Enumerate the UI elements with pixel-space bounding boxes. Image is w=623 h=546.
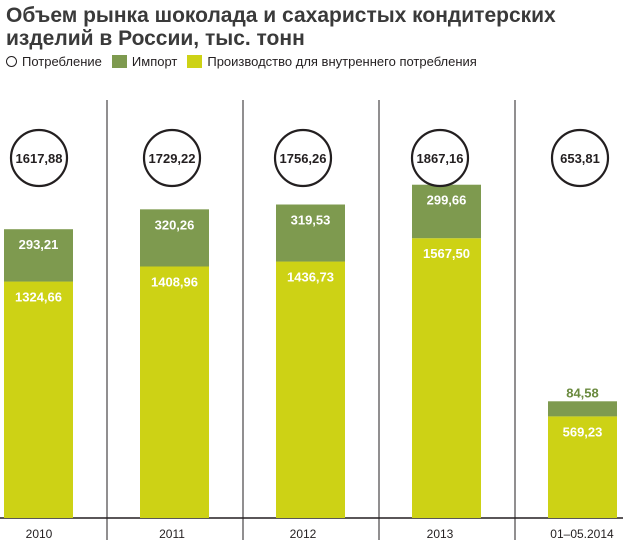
category-label: 01–05.2014: [550, 527, 614, 541]
label-production: 1567,50: [423, 246, 470, 261]
label-production: 1324,66: [15, 290, 62, 305]
legend-circle-icon: [6, 56, 17, 67]
label-import: 293,21: [19, 237, 59, 252]
label-total: 1756,26: [280, 151, 327, 166]
legend-item-production: Производство для внутреннего потребления: [187, 54, 477, 69]
bar-import: [276, 204, 345, 262]
total-circle: [273, 128, 333, 188]
label-production: 1408,96: [151, 275, 198, 290]
label-import: 320,26: [155, 217, 195, 232]
bar-import: [412, 184, 481, 239]
label-total: 1617,88: [16, 151, 63, 166]
category-label: 2013: [427, 527, 454, 541]
label-import: 84,58: [566, 385, 599, 400]
chart-title: Объем рынка шоколада и сахаристых кондит…: [6, 4, 556, 50]
category-label: 2010: [26, 527, 53, 541]
label-production: 1436,73: [287, 270, 334, 285]
label-import: 299,66: [427, 193, 467, 208]
total-circle: [142, 128, 202, 188]
bar-production: [412, 238, 481, 519]
total-circle: [410, 128, 470, 188]
bar-import: [548, 401, 617, 417]
chart-legend: Потребление Импорт Производство для внут…: [6, 54, 487, 69]
legend-item-consumption: Потребление: [6, 54, 102, 69]
bar-import: [4, 229, 73, 282]
category-label: 2012: [290, 527, 317, 541]
total-circle: [550, 128, 610, 188]
bar-production: [548, 416, 617, 518]
label-total: 1729,22: [149, 151, 196, 166]
legend-item-import: Импорт: [111, 54, 178, 69]
legend-label-import: Импорт: [131, 54, 178, 69]
legend-label-production: Производство для внутреннего потребления: [207, 54, 477, 69]
legend-label-consumption: Потребление: [22, 54, 102, 69]
legend-swatch-import: [111, 55, 127, 68]
label-total: 1867,16: [417, 151, 464, 166]
label-total: 653,81: [560, 151, 600, 166]
bar-production: [140, 266, 209, 518]
bar-import: [140, 209, 209, 267]
label-production: 569,23: [563, 424, 603, 439]
label-import: 319,53: [291, 213, 331, 228]
bar-production: [276, 261, 345, 518]
total-circle: [9, 128, 69, 188]
legend-swatch-production: [187, 55, 203, 68]
category-label: 2011: [159, 527, 185, 541]
bar-production: [4, 281, 73, 518]
